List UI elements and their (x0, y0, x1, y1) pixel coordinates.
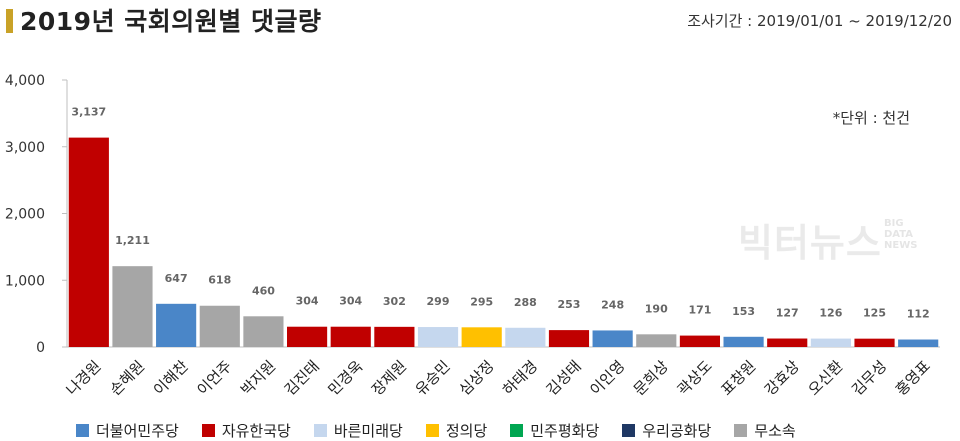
bar (636, 334, 677, 347)
category-label: 이해찬 (150, 357, 192, 399)
value-label: 460 (252, 284, 275, 297)
value-label: 125 (863, 307, 886, 320)
value-label: 3,137 (71, 106, 106, 119)
legend-swatch (201, 423, 215, 437)
value-label: 295 (470, 295, 493, 308)
legend-label: 바른미래당 (333, 421, 403, 440)
category-label: 하태경 (499, 357, 541, 399)
legend-item: 정의당 (425, 420, 488, 441)
watermark-text: 빅터뉴스 (738, 221, 882, 265)
category-label: 심상정 (455, 357, 497, 399)
bar (898, 339, 939, 347)
value-label: 112 (907, 308, 930, 321)
bar (723, 336, 764, 347)
value-label: 304 (339, 295, 362, 308)
category-label: 문희상 (630, 357, 672, 399)
category-label: 장제원 (368, 357, 410, 399)
bar (505, 327, 546, 347)
bar (548, 330, 590, 347)
legend-item: 자유한국당 (201, 420, 291, 441)
category-label: 김무성 (848, 357, 890, 399)
value-label: 618 (208, 274, 231, 287)
value-label: 647 (165, 272, 188, 285)
legend-label: 무소속 (754, 421, 796, 440)
legend-swatch (76, 423, 89, 437)
bar (810, 338, 851, 347)
bar (461, 327, 502, 347)
y-tick-label: 0 (36, 340, 45, 356)
category-label: 나경원 (63, 357, 105, 399)
category-label: 이언주 (194, 357, 236, 399)
legend-label: 더불어민주당 (96, 421, 179, 440)
bar (243, 316, 284, 347)
page-title: 2019년 국회의원별 댓글량 (20, 7, 322, 36)
bar (679, 335, 721, 347)
bar (156, 303, 197, 347)
legend-item: 무소속 (734, 420, 796, 441)
value-label: 288 (514, 296, 537, 309)
legend-swatch (734, 423, 748, 437)
y-tick-label: 3,000 (5, 140, 45, 156)
legend-swatch (622, 423, 636, 437)
value-label: 302 (383, 295, 406, 308)
bar (592, 330, 633, 347)
category-label: 김성태 (543, 357, 585, 399)
party-legend: 더불어민주당 자유한국당 바른미래당 정의당 민주평화당 우리공화당 무소속 (76, 419, 819, 441)
bigdata-news-watermark-logo: 빅터뉴스 BIG DATA NEWS (738, 212, 928, 268)
watermark-subtext: BIG DATA NEWS (884, 218, 918, 251)
value-label: 248 (601, 298, 624, 311)
category-label: 오신환 (805, 357, 847, 399)
bar (767, 338, 808, 347)
value-label: 127 (776, 307, 799, 320)
bar (374, 326, 415, 347)
value-label: 126 (819, 307, 842, 320)
bar (68, 137, 109, 347)
y-tick-label: 2,000 (5, 207, 45, 223)
category-label: 홍영표 (892, 357, 934, 399)
bar (854, 338, 895, 347)
category-label: 박지원 (237, 357, 279, 399)
legend-label: 자유한국당 (221, 421, 291, 440)
legend-item: 더불어민주당 (76, 420, 179, 441)
category-label: 이인영 (586, 357, 628, 399)
bar (417, 327, 459, 347)
legend-swatch (313, 423, 327, 437)
title-accent-bar (6, 9, 13, 33)
category-label: 강효상 (761, 357, 803, 399)
bar (112, 266, 153, 347)
value-label: 304 (296, 295, 319, 308)
value-label: 1,211 (115, 234, 150, 247)
value-label: 190 (645, 302, 668, 315)
legend-label: 우리공화당 (642, 421, 712, 440)
legend-item: 민주평화당 (510, 420, 599, 441)
bar (287, 326, 328, 347)
category-label: 손혜원 (106, 357, 148, 399)
legend-label: 민주평화당 (530, 421, 600, 440)
legend-label: 정의당 (445, 421, 488, 440)
value-label: 299 (427, 295, 450, 308)
legend-swatch (425, 423, 439, 437)
bar (330, 326, 371, 347)
category-label: 표창원 (717, 357, 759, 399)
bar (199, 305, 240, 347)
value-label: 153 (732, 305, 755, 318)
category-label: 김진태 (281, 357, 323, 399)
legend-item: 바른미래당 (313, 420, 403, 441)
legend-swatch (510, 423, 524, 437)
unit-note: *단위 : 천건 (832, 109, 910, 127)
category-label: 유승민 (412, 357, 454, 399)
category-label: 민경욱 (324, 357, 366, 399)
y-tick-label: 1,000 (5, 273, 45, 289)
survey-period: 조사기간 : 2019/01/01 ~ 2019/12/20 (687, 12, 952, 30)
legend-item: 우리공화당 (622, 420, 711, 441)
value-label: 253 (557, 298, 580, 311)
value-label: 171 (688, 304, 711, 317)
category-label: 곽상도 (674, 357, 716, 399)
y-tick-label: 4,000 (5, 73, 45, 89)
